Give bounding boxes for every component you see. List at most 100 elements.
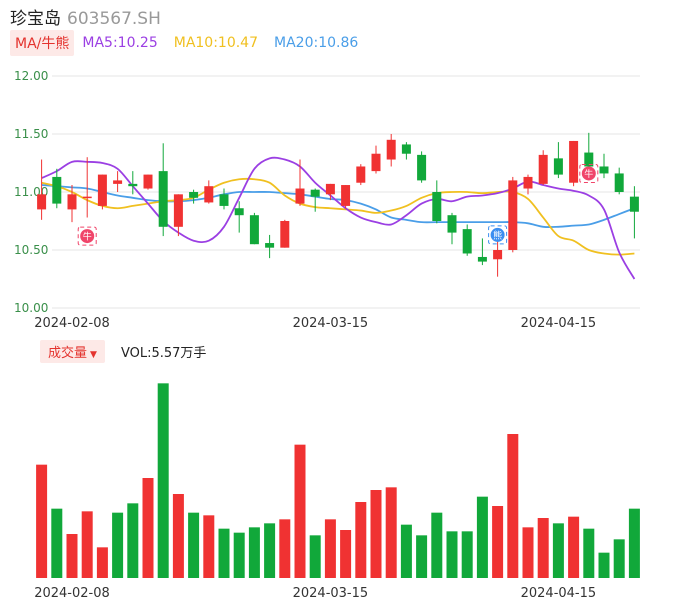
candle-body: [538, 154, 548, 184]
volume-value: VOL:5.57万手: [120, 345, 207, 361]
ma5-line: [41, 156, 636, 280]
candle-body: [189, 192, 199, 198]
candle-body: [432, 192, 442, 221]
candle-body: [508, 180, 518, 250]
candle-body: [356, 166, 366, 183]
volume-bar: [96, 547, 108, 578]
candle-body: [265, 243, 275, 248]
candle-body: [113, 180, 123, 184]
candle-body: [447, 215, 457, 233]
volume-bars: [36, 383, 640, 578]
candle-body: [417, 154, 427, 181]
volume-bar: [142, 478, 154, 578]
volume-indicator-dropdown[interactable]: 成交量 ▼: [40, 339, 105, 363]
volume-bar: [81, 511, 93, 578]
candle-body: [143, 174, 153, 189]
candle-body: [569, 140, 579, 183]
volume-bar: [613, 539, 625, 578]
y-tick-label: 11.50: [14, 127, 48, 141]
volume-bar: [66, 534, 78, 578]
marker-symbol: 牛: [83, 231, 92, 243]
marker-symbol: 牛: [584, 168, 593, 180]
candle-body: [386, 139, 396, 160]
price-x-axis: 2024-02-08 2024-03-15 2024-04-15: [34, 316, 596, 331]
ma-indicator-toggle[interactable]: MA/牛熊: [10, 30, 75, 56]
candle-body: [97, 174, 107, 206]
candle-body: [584, 152, 594, 167]
candle-body: [173, 194, 183, 227]
candle-body: [493, 250, 503, 260]
candle-body: [204, 186, 214, 203]
candle-body: [82, 196, 92, 199]
volume-bar: [552, 523, 564, 578]
candle-body: [553, 158, 563, 175]
volume-bar: [157, 383, 169, 578]
y-tick-label: 12.00: [14, 69, 48, 83]
price-grid: [52, 75, 640, 309]
volume-bar: [522, 527, 534, 578]
candle-body: [295, 188, 305, 204]
candle-body: [249, 215, 259, 245]
volume-bar: [628, 508, 640, 578]
volume-bar: [203, 515, 215, 578]
candle-body: [401, 144, 411, 154]
candle-body: [629, 196, 639, 212]
candle-body: [341, 185, 351, 206]
volume-bar: [127, 503, 139, 578]
volume-bar: [309, 535, 321, 578]
marker-symbol: 熊: [493, 229, 502, 241]
x-tick-label: 2024-04-15: [521, 586, 597, 601]
volume-bar: [324, 519, 336, 578]
candle-body: [128, 183, 138, 187]
bull-marker-icon[interactable]: 牛: [579, 163, 599, 183]
candle-body: [462, 229, 472, 254]
volume-bar: [446, 531, 458, 578]
volume-legend: 成交量 ▼ VOL:5.57万手: [40, 339, 207, 363]
volume-bar: [537, 518, 549, 578]
volume-bar: [355, 502, 367, 578]
volume-bar: [568, 516, 580, 578]
candle-body: [234, 208, 244, 216]
x-tick-label: 2024-02-08: [34, 586, 110, 601]
candle-body: [280, 221, 290, 248]
volume-bar: [218, 528, 230, 578]
volume-bar: [264, 523, 276, 578]
volume-bar: [400, 524, 412, 578]
candle-body: [523, 176, 533, 189]
ma5-value: MA5:10.25: [82, 35, 158, 51]
volume-bar: [233, 532, 245, 578]
bear-marker-icon[interactable]: 熊: [488, 225, 508, 245]
candle-body: [219, 194, 229, 206]
volume-bar: [188, 512, 200, 578]
candle-body: [371, 153, 381, 172]
candle-body: [37, 194, 47, 210]
volume-bar: [294, 444, 306, 578]
ma10-line: [41, 177, 635, 256]
volume-bar: [431, 512, 443, 578]
volume-bar: [598, 552, 610, 578]
candle-body: [599, 166, 609, 174]
volume-bar: [370, 490, 382, 578]
stock-code: 603567.SH: [67, 9, 161, 29]
volume-bar: [385, 487, 397, 578]
volume-bar: [36, 464, 48, 578]
candle-body: [310, 189, 320, 197]
y-tick-label: 10.50: [14, 243, 48, 257]
x-tick-label: 2024-02-08: [34, 316, 110, 331]
x-tick-label: 2024-03-15: [293, 586, 369, 601]
volume-bar: [340, 530, 352, 578]
bull-marker-icon[interactable]: 牛: [77, 226, 97, 246]
volume-bar: [461, 531, 473, 578]
candle-body: [614, 173, 624, 192]
volume-bar: [492, 506, 504, 578]
volume-bar: [51, 508, 63, 578]
volume-bar: [416, 535, 428, 578]
volume-x-axis: 2024-02-08 2024-03-15 2024-04-15: [34, 586, 596, 601]
x-tick-label: 2024-04-15: [521, 316, 597, 331]
candle-body: [67, 194, 77, 210]
moving-average-lines: [41, 156, 636, 280]
volume-bar: [583, 528, 595, 578]
volume-bar: [172, 494, 184, 578]
